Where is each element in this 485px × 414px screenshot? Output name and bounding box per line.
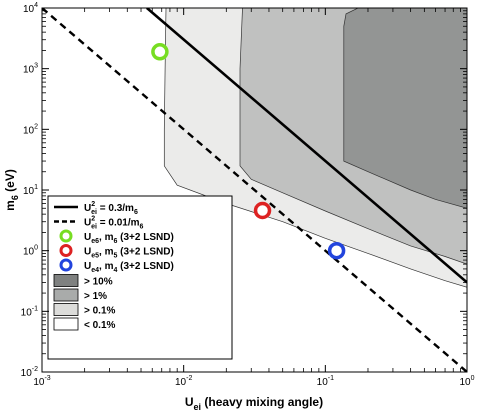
data-points [151,43,346,260]
legend-area-label: > 1% [84,291,107,302]
x-tick-label: 10-3 [33,375,50,388]
y-tick-label: 101 [23,184,38,197]
legend-area-label: < 0.1% [84,320,116,331]
legend-point-label: Ue5, m5 (3+2 LSND) [84,247,174,260]
legend-area-swatch [53,288,79,302]
legend-area-label: > 0.1% [84,306,116,317]
x-tick-label: 100 [459,375,474,388]
x-axis-label: Uei (heavy mixing angle) [185,395,323,412]
legend-point-label: Ue4, m4 (3+2 LSND) [84,261,174,274]
data-point-e6 [151,43,169,61]
y-tick-label: 104 [23,2,38,15]
y-axis-label: m6 (eV) [3,169,20,211]
legend-point-swatch [59,229,73,243]
legend-point-swatch [59,244,73,257]
y-tick-label: 10-2 [21,366,38,379]
data-point-e5 [253,201,272,220]
region-3 [343,8,467,209]
dashed-line [42,8,467,372]
legend-line-label: U2 ei = 0.3/m6 [84,201,138,216]
solid-line [146,8,467,284]
y-tick-label: 102 [23,123,38,136]
legend-area-swatch [53,274,79,287]
lines [42,8,467,372]
y-tick-label: 10-1 [21,305,38,318]
legend-box [47,195,233,360]
legend-area-swatch [53,317,79,331]
legend-line-label: U2 ei = 0.01/m6 [84,216,144,231]
x-tick-label: 10-1 [317,375,334,388]
legend-point-label: Ue6, m6 (3+2 LSND) [84,232,174,245]
legend-area-swatch [53,303,79,316]
x-tick-label: 10-2 [175,375,192,388]
y-tick-label: 100 [23,245,38,258]
legend-point-swatch [59,258,73,272]
data-point-e4 [327,241,346,260]
y-tick-label: 103 [23,63,38,76]
legend-area-label: > 10% [84,277,113,288]
